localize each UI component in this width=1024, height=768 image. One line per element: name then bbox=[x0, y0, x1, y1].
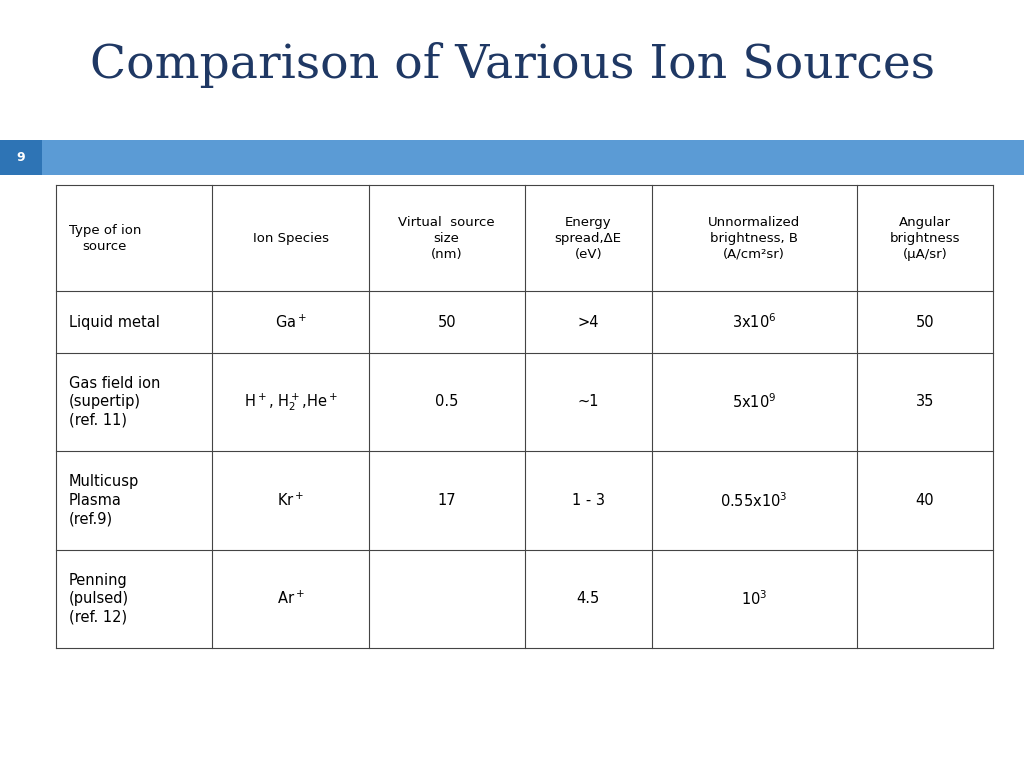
Text: 0.55x10$^3$: 0.55x10$^3$ bbox=[720, 491, 787, 510]
Text: H$^+$, H$_2^+$,He$^+$: H$^+$, H$_2^+$,He$^+$ bbox=[244, 391, 338, 412]
Text: Ga$^+$: Ga$^+$ bbox=[274, 313, 306, 331]
Text: Ion Species: Ion Species bbox=[253, 232, 329, 245]
Text: Penning
(pulsed)
(ref. 12): Penning (pulsed) (ref. 12) bbox=[69, 573, 129, 625]
Text: 50: 50 bbox=[915, 315, 934, 329]
Bar bbox=[0, 140, 42, 175]
Text: Comparison of Various Ion Sources: Comparison of Various Ion Sources bbox=[89, 42, 935, 88]
Text: Gas field ion
(supertip)
(ref. 11): Gas field ion (supertip) (ref. 11) bbox=[69, 376, 160, 428]
Text: >4: >4 bbox=[578, 315, 599, 329]
Text: Angular
brightness
(µA/sr): Angular brightness (µA/sr) bbox=[890, 216, 961, 260]
Text: 35: 35 bbox=[915, 394, 934, 409]
Text: 9: 9 bbox=[16, 151, 26, 164]
Text: 5x10$^9$: 5x10$^9$ bbox=[732, 392, 776, 411]
Text: Type of ion
source: Type of ion source bbox=[69, 223, 141, 253]
Text: 3x10$^6$: 3x10$^6$ bbox=[732, 313, 776, 331]
Text: Multicusp
Plasma
(ref.9): Multicusp Plasma (ref.9) bbox=[69, 474, 139, 526]
Text: 10$^3$: 10$^3$ bbox=[741, 589, 767, 608]
Text: 17: 17 bbox=[437, 493, 456, 508]
Text: Virtual  source
size
(nm): Virtual source size (nm) bbox=[398, 216, 495, 260]
Text: 40: 40 bbox=[915, 493, 934, 508]
Text: ~1: ~1 bbox=[578, 394, 599, 409]
Text: Ar$^+$: Ar$^+$ bbox=[276, 590, 304, 607]
Text: Energy
spread,ΔE
(eV): Energy spread,ΔE (eV) bbox=[555, 216, 622, 260]
Text: Unnormalized
brightness, B
(A/cm²sr): Unnormalized brightness, B (A/cm²sr) bbox=[708, 216, 801, 260]
Text: 1 - 3: 1 - 3 bbox=[571, 493, 605, 508]
Text: Liquid metal: Liquid metal bbox=[69, 315, 160, 329]
Text: 4.5: 4.5 bbox=[577, 591, 600, 606]
Text: 0.5: 0.5 bbox=[435, 394, 459, 409]
Bar bbox=[42, 140, 1024, 175]
Text: 50: 50 bbox=[437, 315, 456, 329]
Text: Kr$^+$: Kr$^+$ bbox=[276, 492, 304, 509]
